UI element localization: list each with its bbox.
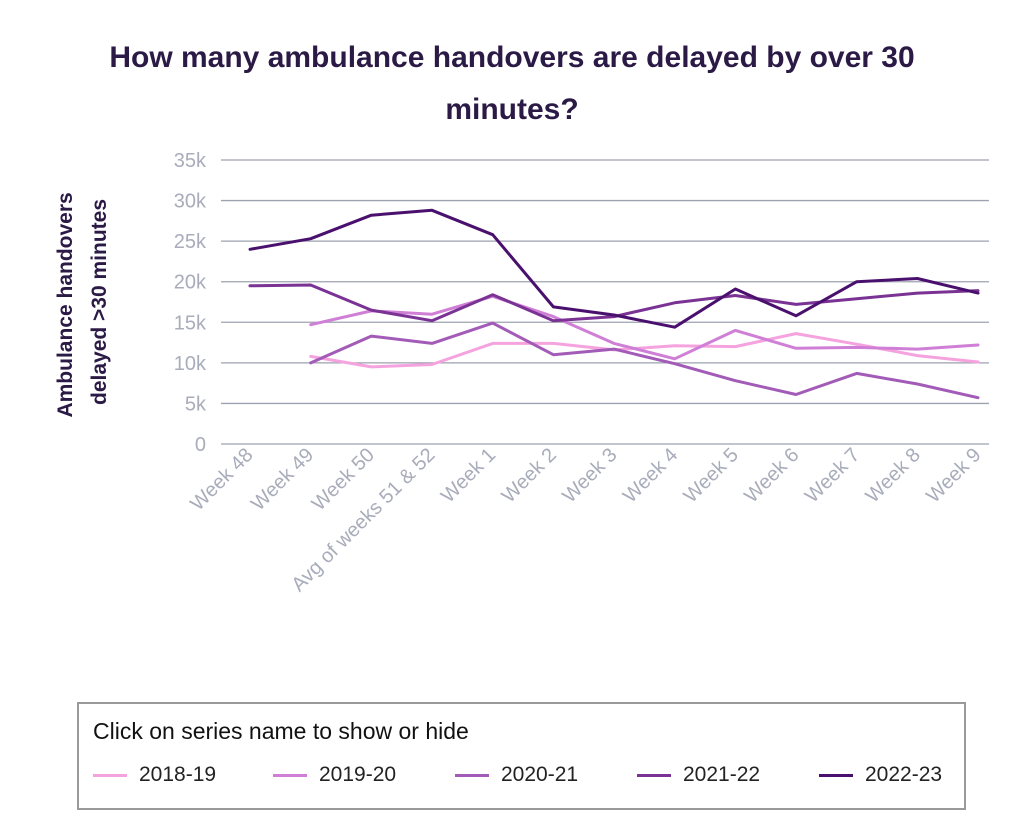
series-lines — [248, 208, 980, 400]
y-tick-label: 30k — [174, 191, 207, 213]
series-line-2021-22[interactable] — [248, 283, 980, 323]
x-tick-label: Week 8 — [862, 444, 925, 507]
y-tick-label: 35k — [174, 150, 207, 172]
y-axis-label-line-2: delayed >30 minutes — [88, 199, 111, 405]
legend-label: 2019-20 — [319, 763, 397, 786]
x-tick-label: Week 1 — [437, 444, 500, 507]
x-tick-label: Week 9 — [922, 444, 985, 507]
x-tick-label: Week 5 — [680, 444, 743, 507]
y-tick-label: 5k — [185, 393, 207, 415]
legend-swatch-icon — [819, 773, 853, 777]
y-axis-ticks: 0 5k 10k 15k 20k 25k 30k 35k — [174, 150, 207, 456]
legend-label: 2022-23 — [865, 763, 943, 786]
legend-swatch-icon — [455, 773, 489, 777]
x-tick-label: Week 4 — [619, 444, 682, 507]
x-tick-label: Week 49 — [247, 444, 318, 515]
y-tick-label: 0 — [195, 434, 206, 456]
legend-item-2020-21[interactable]: 2020-21 — [455, 760, 578, 790]
legend-items: 2018-19 2019-20 2020-21 2021-22 2022-23 — [93, 760, 964, 790]
legend-item-2018-19[interactable]: 2018-19 — [93, 760, 216, 790]
gridlines — [221, 159, 989, 445]
x-tick-label: Week 7 — [801, 444, 864, 507]
legend-label: 2020-21 — [501, 763, 579, 786]
series-line-2022-23[interactable] — [248, 208, 980, 329]
legend-item-2019-20[interactable]: 2019-20 — [273, 760, 396, 790]
y-tick-label: 20k — [174, 272, 207, 294]
y-tick-label: 10k — [174, 353, 207, 375]
legend-label: 2018-19 — [139, 763, 217, 786]
chart-title: How many ambulance handovers are delayed… — [109, 41, 915, 126]
y-axis-label-line-1: Ambulance handovers — [54, 192, 77, 417]
legend-hint: Click on series name to show or hide — [93, 718, 469, 744]
legend-label: 2021-22 — [683, 763, 761, 786]
y-axis-label: Ambulance handovers delayed >30 minutes — [54, 186, 111, 417]
x-tick-label: Week 6 — [740, 444, 803, 507]
y-tick-label: 15k — [174, 312, 207, 334]
x-tick-label: Week 3 — [558, 444, 621, 507]
series-line-2018-19[interactable] — [309, 332, 980, 369]
y-tick-label: 25k — [174, 231, 207, 253]
legend-item-2021-22[interactable]: 2021-22 — [637, 760, 760, 790]
legend-swatch-icon — [273, 773, 307, 777]
legend: Click on series name to show or hide 201… — [77, 702, 966, 810]
legend-swatch-icon — [637, 773, 671, 777]
series-line-2019-20[interactable] — [309, 294, 980, 361]
x-tick-label: Week 2 — [498, 444, 561, 507]
legend-swatch-icon — [93, 773, 127, 777]
legend-item-2022-23[interactable]: 2022-23 — [819, 760, 942, 790]
series-line-2020-21[interactable] — [309, 321, 980, 400]
